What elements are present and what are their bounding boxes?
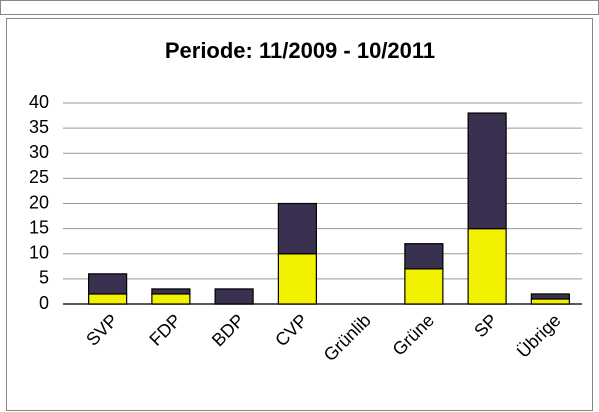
- bar-segment: [88, 273, 128, 295]
- y-tick-label: 15: [29, 217, 49, 237]
- bar-segment: [151, 288, 191, 295]
- y-tick-label: 40: [29, 92, 49, 112]
- bar-segment: [277, 202, 317, 255]
- y-tick-label: 25: [29, 167, 49, 187]
- bar-segment: [530, 293, 570, 300]
- top-frame: [0, 0, 599, 15]
- y-tick-label: 35: [29, 117, 49, 137]
- y-tick-label: 30: [29, 142, 49, 162]
- y-tick-label: 5: [39, 268, 49, 288]
- bar-segment: [214, 288, 254, 305]
- bar-segment: [151, 293, 191, 305]
- bar-segment: [277, 253, 317, 305]
- chart-title: Periode: 11/2009 - 10/2011: [165, 38, 435, 63]
- bar-segment: [467, 228, 507, 305]
- bar-segment: [530, 298, 570, 305]
- bar-segment: [404, 243, 444, 270]
- y-tick-label: 20: [29, 192, 49, 212]
- y-tick-label: 10: [29, 243, 49, 263]
- bar-segment: [88, 293, 128, 305]
- y-tick-label: 0: [39, 293, 49, 313]
- bar-segment: [404, 268, 444, 305]
- bar-segment: [467, 112, 507, 230]
